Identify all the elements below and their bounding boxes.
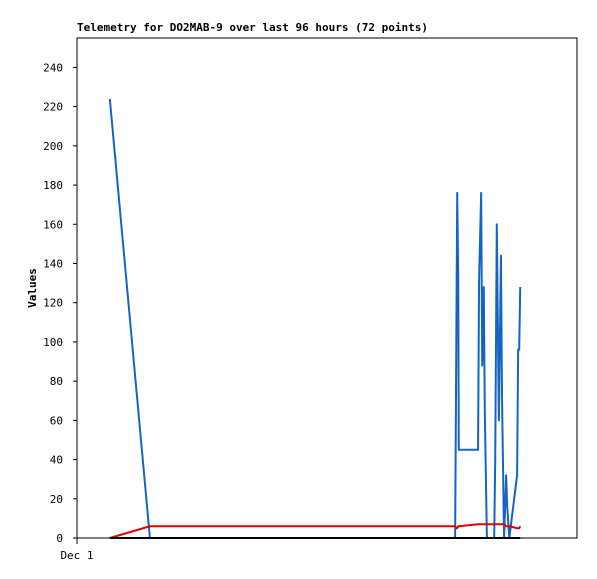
y-tick-label: 40 [50,454,63,467]
x-tick-label: Dec 1 [60,549,93,562]
y-tick-label: 200 [43,140,63,153]
y-tick-label: 80 [50,375,63,388]
y-axis-label: Values [26,268,39,308]
plot-frame [76,37,578,539]
series-line [109,523,522,539]
y-tick-label: 0 [56,532,63,545]
y-tick-label: 240 [43,61,63,74]
chart-title: Telemetry for DO2MAB-9 over last 96 hour… [77,21,428,34]
y-tick-label: 100 [43,336,63,349]
y-tick-label: 180 [43,179,63,192]
y-tick-label: 220 [43,101,63,114]
y-tick-label: 60 [50,414,63,427]
y-tick-label: 20 [50,493,63,506]
y-tick-label: 120 [43,297,63,310]
y-tick-label: 160 [43,218,63,231]
y-tick-label: 140 [43,257,63,270]
